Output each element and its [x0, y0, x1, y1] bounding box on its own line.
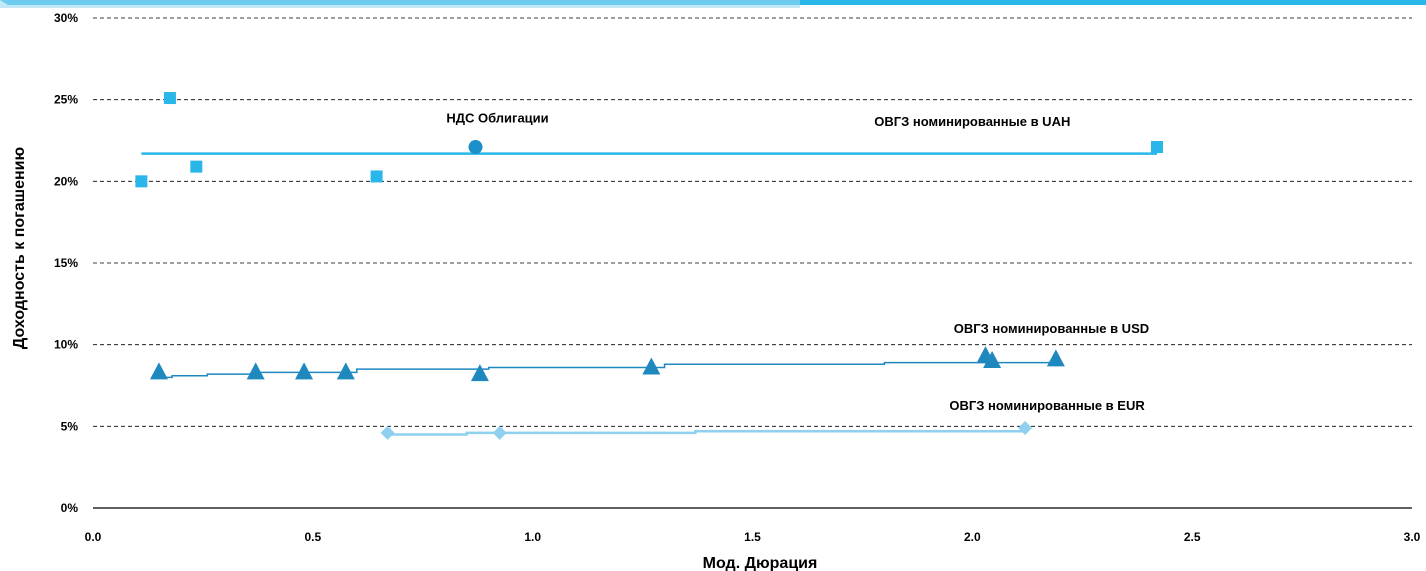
- triangle-point: [1046, 349, 1065, 367]
- gridlines: [93, 17, 1412, 427]
- triangle-point: [295, 362, 314, 380]
- triangle-point: [336, 362, 355, 380]
- x-tick-label: 2.5: [1184, 530, 1201, 544]
- diamond-point: [380, 425, 395, 440]
- triangle-point: [983, 351, 1002, 368]
- data-points: [135, 92, 1163, 440]
- triangle-point: [642, 357, 661, 375]
- header-band-accent: [0, 0, 800, 8]
- annotation-eur: ОВГЗ номинированные в EUR: [949, 398, 1145, 413]
- square-point: [1150, 141, 1163, 154]
- x-tick-label: 0.0: [85, 530, 102, 544]
- annotation-usd: ОВГЗ номинированные в USD: [954, 321, 1149, 336]
- x-axis-title: Мод. Дюрация: [703, 555, 818, 571]
- trendline-triangle: [158, 361, 1057, 379]
- x-tick-label: 3.0: [1404, 530, 1421, 544]
- square-point: [163, 92, 176, 105]
- y-tick-label: 25%: [54, 93, 78, 107]
- y-tick-label: 20%: [54, 174, 78, 188]
- trendline-diamond: [387, 429, 1027, 436]
- triangle-point: [470, 364, 489, 382]
- triangle-point: [246, 362, 265, 380]
- annotation-nds: НДС Облигации: [446, 111, 548, 126]
- y-axis-title: Доходность к погашению: [11, 147, 28, 350]
- square-point: [370, 170, 383, 183]
- square-point: [190, 160, 203, 173]
- trendlines: [141, 152, 1157, 436]
- annotation-uah: ОВГЗ номинированные в UAH: [874, 114, 1070, 129]
- diamond-point: [492, 425, 507, 440]
- y-tick-label: 10%: [54, 338, 78, 352]
- annotations: НДС Облигации ОВГЗ номинированные в UAH ОВ…: [446, 111, 1149, 413]
- y-tick-label: 5%: [61, 419, 79, 433]
- x-tick-label: 2.0: [964, 530, 981, 544]
- y-tick-label: 15%: [54, 256, 78, 270]
- diamond-point: [1018, 420, 1033, 435]
- x-tick-label: 1.0: [524, 530, 541, 544]
- y-tick-label: 30%: [54, 11, 78, 25]
- square-point: [135, 175, 148, 188]
- axes: 0% 5% 10% 15% 20% 25% 30% 0.0 0.5 1.0 1.5 2.0 2.5 3.0: [54, 11, 1421, 544]
- x-tick-label: 1.5: [744, 530, 761, 544]
- y-tick-label: 0%: [61, 501, 79, 515]
- triangle-point: [149, 362, 168, 380]
- circle-point: [468, 140, 483, 155]
- x-tick-label: 0.5: [304, 530, 321, 544]
